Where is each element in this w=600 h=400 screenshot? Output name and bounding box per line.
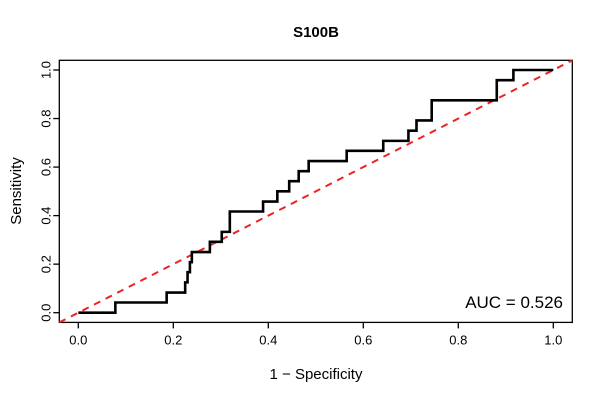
plot-border	[58, 59, 573, 324]
x-tick-label: 1.0	[544, 332, 562, 347]
y-tick-label: 1.0	[39, 61, 54, 79]
roc-curve-path	[78, 68, 554, 314]
chance-diagonal-line	[58, 59, 573, 324]
y-tick-label: 0.0	[39, 304, 54, 322]
x-tick-label: 0.6	[354, 332, 372, 347]
y-axis-ticks: 0.0 0.2 0.4 0.6 0.8 1.0	[39, 61, 60, 322]
y-tick-label: 0.6	[39, 158, 54, 176]
x-tick-label: 0.4	[259, 332, 277, 347]
x-axis-ticks: 0.0 0.2 0.4 0.6 0.8 1.0	[69, 322, 562, 347]
chart-title: S100B	[293, 24, 339, 41]
y-tick-label: 0.8	[39, 110, 54, 128]
x-tick-label: 0.8	[449, 332, 467, 347]
y-tick-label: 0.2	[39, 255, 54, 273]
y-tick-label: 0.4	[39, 207, 54, 225]
x-tick-label: 0.2	[164, 332, 182, 347]
x-axis-label: 1 − Specificity	[269, 366, 363, 383]
x-tick-label: 0.0	[69, 332, 87, 347]
auc-annotation: AUC = 0.526	[465, 293, 563, 312]
